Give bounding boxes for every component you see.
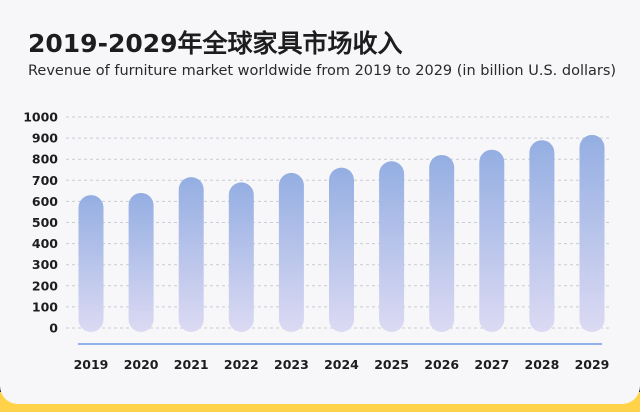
chart-title: 2019-2029年全球家具市场收入 xyxy=(28,29,403,58)
bar-2029 xyxy=(579,134,605,332)
bars xyxy=(78,134,605,332)
bar-2024 xyxy=(329,167,354,332)
x-tick-label: 2024 xyxy=(324,357,359,372)
bar-2019 xyxy=(78,195,104,332)
y-axis-tick-labels: 0 100 200 300 400 500 600 700 800 900 1000 xyxy=(23,110,58,336)
y-tick-label: 400 xyxy=(32,236,58,251)
x-tick-label: 2026 xyxy=(424,357,459,372)
x-tick-label: 2029 xyxy=(575,357,610,372)
y-tick-label: 300 xyxy=(32,257,58,272)
y-tick-label: 900 xyxy=(32,131,58,146)
x-tick-label: 2023 xyxy=(274,357,309,372)
y-tick-label: 200 xyxy=(32,278,58,293)
chart-card-corner xyxy=(400,0,640,22)
bar-2028 xyxy=(529,140,555,332)
bar-2022 xyxy=(228,182,254,332)
chart-subtitle: Revenue of furniture market worldwide fr… xyxy=(28,63,617,79)
x-tick-label: 2021 xyxy=(174,357,209,372)
y-tick-label: 500 xyxy=(32,215,58,230)
x-axis-tick-labels: 2019 2020 2021 2022 2023 2024 2025 2026 2027 2028… xyxy=(74,357,610,372)
bar-2025 xyxy=(379,161,405,332)
y-tick-label: 1000 xyxy=(23,110,58,125)
y-tick-label: 800 xyxy=(32,152,58,167)
y-tick-label: 100 xyxy=(32,299,58,314)
bar-2027 xyxy=(479,149,505,332)
x-tick-label: 2022 xyxy=(224,357,259,372)
x-tick-label: 2019 xyxy=(74,357,109,372)
bar-2023 xyxy=(278,172,304,332)
x-tick-label: 2025 xyxy=(374,357,409,372)
bar-2020 xyxy=(128,192,154,332)
bar-2021 xyxy=(178,177,204,332)
x-tick-label: 2028 xyxy=(525,357,560,372)
bar-2026 xyxy=(429,154,455,332)
y-tick-label: 700 xyxy=(32,173,58,188)
y-tick-label: 0 xyxy=(49,321,58,336)
y-tick-label: 600 xyxy=(32,194,58,209)
x-tick-label: 2020 xyxy=(124,357,159,372)
x-tick-label: 2027 xyxy=(474,357,509,372)
